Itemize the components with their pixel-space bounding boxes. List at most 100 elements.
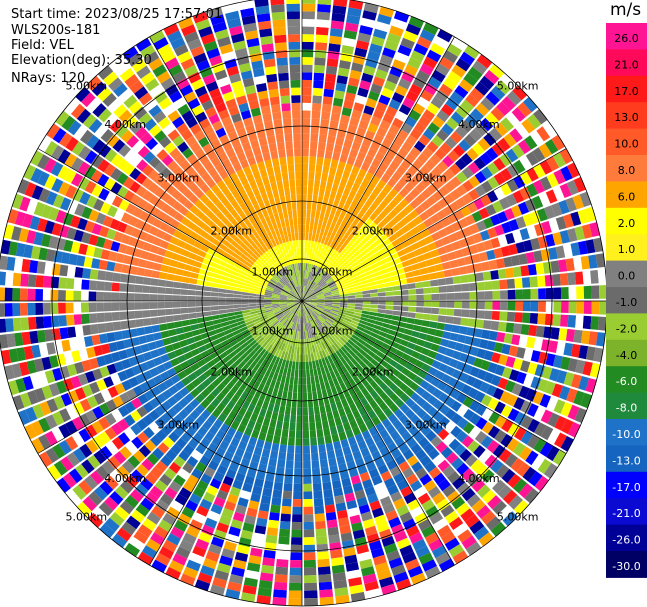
velocity-gate <box>143 202 155 214</box>
velocity-gate <box>195 296 203 301</box>
velocity-gate <box>245 443 255 454</box>
velocity-gate <box>192 432 204 443</box>
velocity-gate <box>103 163 116 177</box>
velocity-gate <box>297 400 302 408</box>
velocity-gate <box>360 112 372 123</box>
velocity-gate <box>302 316 305 324</box>
velocity-gate <box>294 278 298 287</box>
velocity-gate <box>268 354 275 363</box>
velocity-gate <box>92 435 105 449</box>
velocity-gate <box>81 279 90 290</box>
velocity-gate <box>239 270 248 277</box>
velocity-gate <box>294 263 297 272</box>
velocity-gate <box>98 333 109 344</box>
velocity-gate <box>252 263 261 270</box>
velocity-gate <box>277 314 285 321</box>
velocity-gate <box>290 330 295 338</box>
velocity-gate <box>263 299 272 301</box>
velocity-gate <box>415 182 426 193</box>
velocity-gate <box>357 256 366 264</box>
velocity-gate <box>386 32 402 44</box>
velocity-gate <box>270 181 278 191</box>
velocity-gate <box>248 301 257 304</box>
velocity-gate <box>125 203 137 215</box>
velocity-gate <box>273 119 283 128</box>
velocity-gate <box>55 110 70 127</box>
velocity-gate <box>300 293 302 301</box>
velocity-gate <box>84 180 97 194</box>
velocity-gate <box>172 165 184 177</box>
colorbar-tick-label: -6.0 <box>616 375 637 388</box>
velocity-gate <box>384 282 393 288</box>
velocity-gate <box>214 343 223 351</box>
velocity-gate <box>402 449 414 461</box>
velocity-gate <box>419 211 430 222</box>
velocity-gate <box>257 269 265 277</box>
velocity-gate <box>455 158 467 171</box>
velocity-gate <box>352 450 363 461</box>
velocity-gate <box>98 431 111 445</box>
velocity-gate <box>348 270 357 277</box>
velocity-gate <box>284 468 294 477</box>
velocity-gate <box>83 256 93 268</box>
velocity-gate <box>280 291 288 296</box>
velocity-gate <box>469 400 481 412</box>
velocity-gate <box>239 176 249 186</box>
velocity-gate <box>340 228 348 237</box>
velocity-gate <box>582 315 592 330</box>
velocity-gate <box>167 110 181 123</box>
velocity-gate <box>241 304 249 308</box>
velocity-gate <box>194 188 205 199</box>
velocity-gate <box>420 347 431 356</box>
velocity-gate <box>317 317 324 324</box>
velocity-gate <box>364 239 373 248</box>
velocity-gate <box>236 335 245 343</box>
velocity-gate <box>307 384 312 393</box>
velocity-gate <box>20 273 29 287</box>
velocity-gate <box>257 237 265 246</box>
velocity-gate <box>27 288 36 301</box>
velocity-gate <box>481 469 495 483</box>
velocity-gate <box>203 368 214 378</box>
velocity-gate <box>238 62 252 73</box>
velocity-gate <box>525 251 536 264</box>
velocity-gate <box>393 530 408 543</box>
velocity-gate <box>500 182 512 196</box>
velocity-gate <box>23 244 34 259</box>
velocity-gate <box>446 490 461 504</box>
velocity-gate <box>340 438 350 448</box>
velocity-gate <box>429 213 441 224</box>
velocity-gate <box>119 446 132 460</box>
velocity-gate <box>407 312 416 319</box>
velocity-gate <box>261 176 270 185</box>
velocity-gate <box>465 514 480 528</box>
velocity-gate <box>555 216 567 230</box>
velocity-gate <box>302 278 305 286</box>
velocity-gate <box>342 37 356 47</box>
velocity-gate <box>330 402 338 412</box>
velocity-gate <box>78 428 91 443</box>
velocity-gate <box>364 353 374 362</box>
velocity-gate <box>252 187 261 197</box>
velocity-gate <box>275 312 283 318</box>
velocity-gate <box>501 419 514 433</box>
velocity-gate <box>340 364 348 374</box>
velocity-gate <box>263 58 276 68</box>
velocity-gate <box>379 54 394 66</box>
velocity-gate <box>276 271 283 279</box>
velocity-gate <box>125 441 138 455</box>
velocity-gate <box>294 224 298 233</box>
velocity-gate <box>373 28 388 40</box>
velocity-gate <box>302 400 308 408</box>
velocity-gate <box>166 506 180 519</box>
velocity-gate <box>199 327 208 334</box>
velocity-gate <box>219 555 233 567</box>
velocity-gate <box>188 312 197 319</box>
velocity-gate <box>314 288 322 294</box>
velocity-gate <box>454 301 463 309</box>
velocity-gate <box>311 329 316 338</box>
velocity-gate <box>165 84 179 97</box>
velocity-gate <box>394 387 404 398</box>
velocity-gate <box>323 396 330 406</box>
velocity-gate <box>36 330 46 343</box>
